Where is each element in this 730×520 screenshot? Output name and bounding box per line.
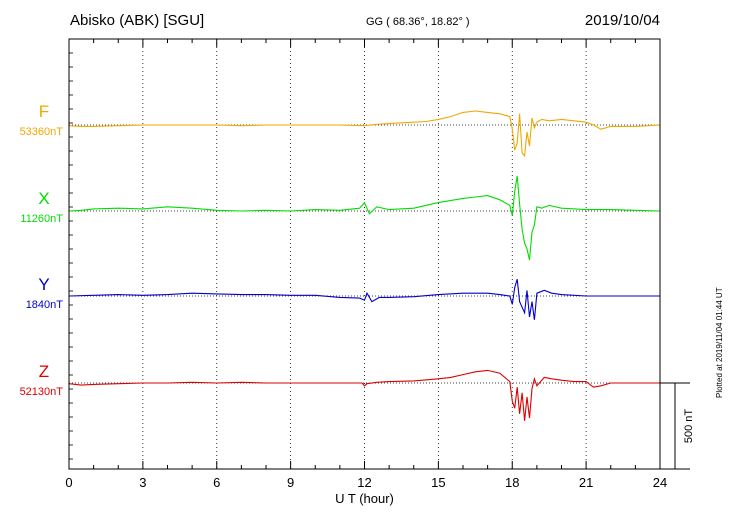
grid-lines [142, 39, 587, 469]
series-traces [68, 110, 661, 421]
x-tick-label-6: 6 [213, 475, 220, 490]
baselines [69, 124, 660, 384]
labels: 0 3 6 9 12 15 18 21 24 U T (hour) F 53360nT X 11260nT… [20, 102, 668, 506]
scale-bar: 500 nT [660, 382, 695, 470]
series-label-F: F [39, 102, 49, 121]
series-line-Y [68, 279, 660, 320]
series-label-X: X [38, 189, 49, 208]
baseline-value-X: 11260nT [20, 213, 63, 225]
axis-ticks [68, 39, 661, 469]
scale-bar-label: 500 nT [683, 409, 695, 444]
series-line-X [68, 175, 661, 261]
x-tick-label-0: 0 [65, 475, 72, 490]
baseline-value-Y: 1840nT [26, 299, 64, 311]
x-tick-label-3: 3 [139, 475, 146, 490]
baseline-value-F: 53360nT [20, 126, 64, 138]
plot-frame [68, 38, 661, 470]
series-label-Y: Y [38, 275, 49, 294]
x-tick-label-9: 9 [287, 475, 294, 490]
date-label: 2019/10/04 [584, 12, 660, 29]
x-tick-label-15: 15 [431, 475, 445, 490]
series-label-Z: Z [39, 362, 49, 381]
x-tick-label-24: 24 [653, 475, 667, 490]
chart-title: Abisko (ABK) [SGU] [70, 12, 205, 29]
series-line-Z [68, 369, 660, 421]
coordinates-label: GG ( 68.36°, 18.82° ) [366, 16, 470, 28]
x-tick-label-12: 12 [357, 475, 371, 490]
baseline-value-Z: 52130nT [20, 386, 64, 398]
x-axis-label: U T (hour) [335, 491, 394, 506]
series-line-F [68, 110, 661, 158]
x-tick-label-21: 21 [579, 475, 593, 490]
x-tick-label-18: 18 [505, 475, 519, 490]
